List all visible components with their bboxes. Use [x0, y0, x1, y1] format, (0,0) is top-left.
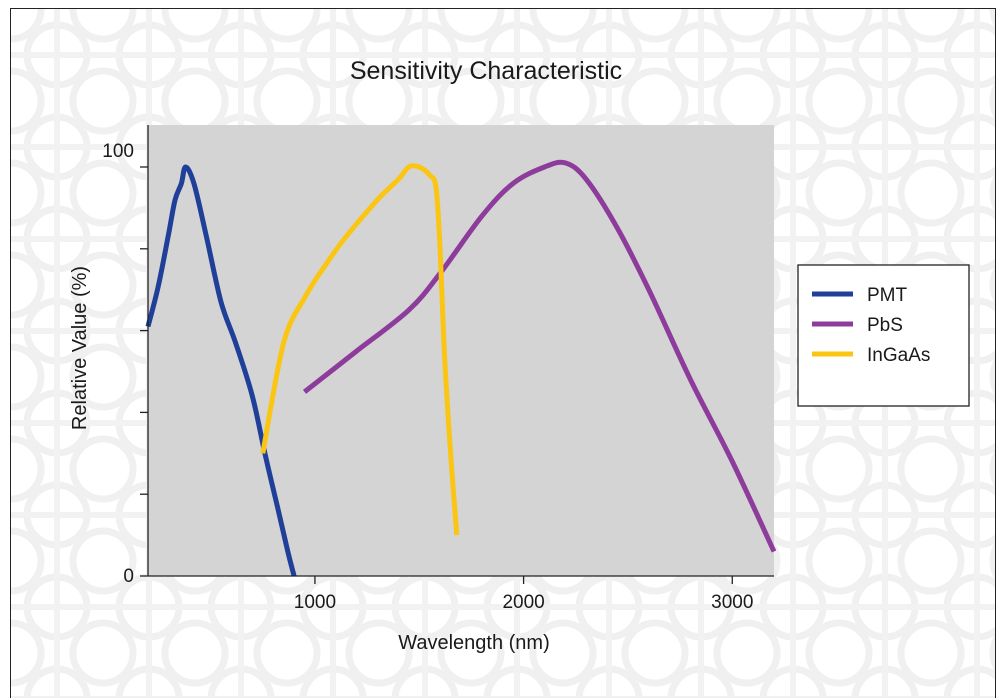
- x-tick-label: 1000: [294, 592, 336, 613]
- sensitivity-chart: Sensitivity Characteristic 1000 2000 3000 0…: [11, 9, 995, 698]
- ticks-layer: 1000 2000 3000 0 100: [102, 141, 753, 613]
- series-line-pmt: [145, 164, 297, 577]
- legend-box: [797, 264, 970, 407]
- legend-label-ingaas: InGaAs: [867, 345, 930, 366]
- x-axis-title: Wavelength (nm): [398, 632, 550, 654]
- legend-label-pmt: PMT: [867, 285, 908, 306]
- figure-frame: Sensitivity Characteristic 1000 2000 3000 0…: [10, 8, 996, 698]
- axes-layer: [147, 125, 774, 577]
- plot-area: [148, 125, 774, 576]
- y-axis-title: Relative Value (%): [69, 266, 91, 430]
- series-line-ingaas: [260, 163, 460, 536]
- series-line-pbs: [302, 159, 777, 553]
- x-tick-label: 2000: [502, 592, 544, 613]
- chart-title: Sensitivity Characteristic: [350, 57, 622, 85]
- y-tick-label: 100: [102, 141, 134, 162]
- x-tick-label: 3000: [711, 592, 753, 613]
- legend: PMT PbS InGaAs: [797, 264, 970, 407]
- y-tick-label: 0: [123, 566, 134, 587]
- legend-label-pbs: PbS: [867, 315, 903, 336]
- series-layer: [145, 159, 777, 577]
